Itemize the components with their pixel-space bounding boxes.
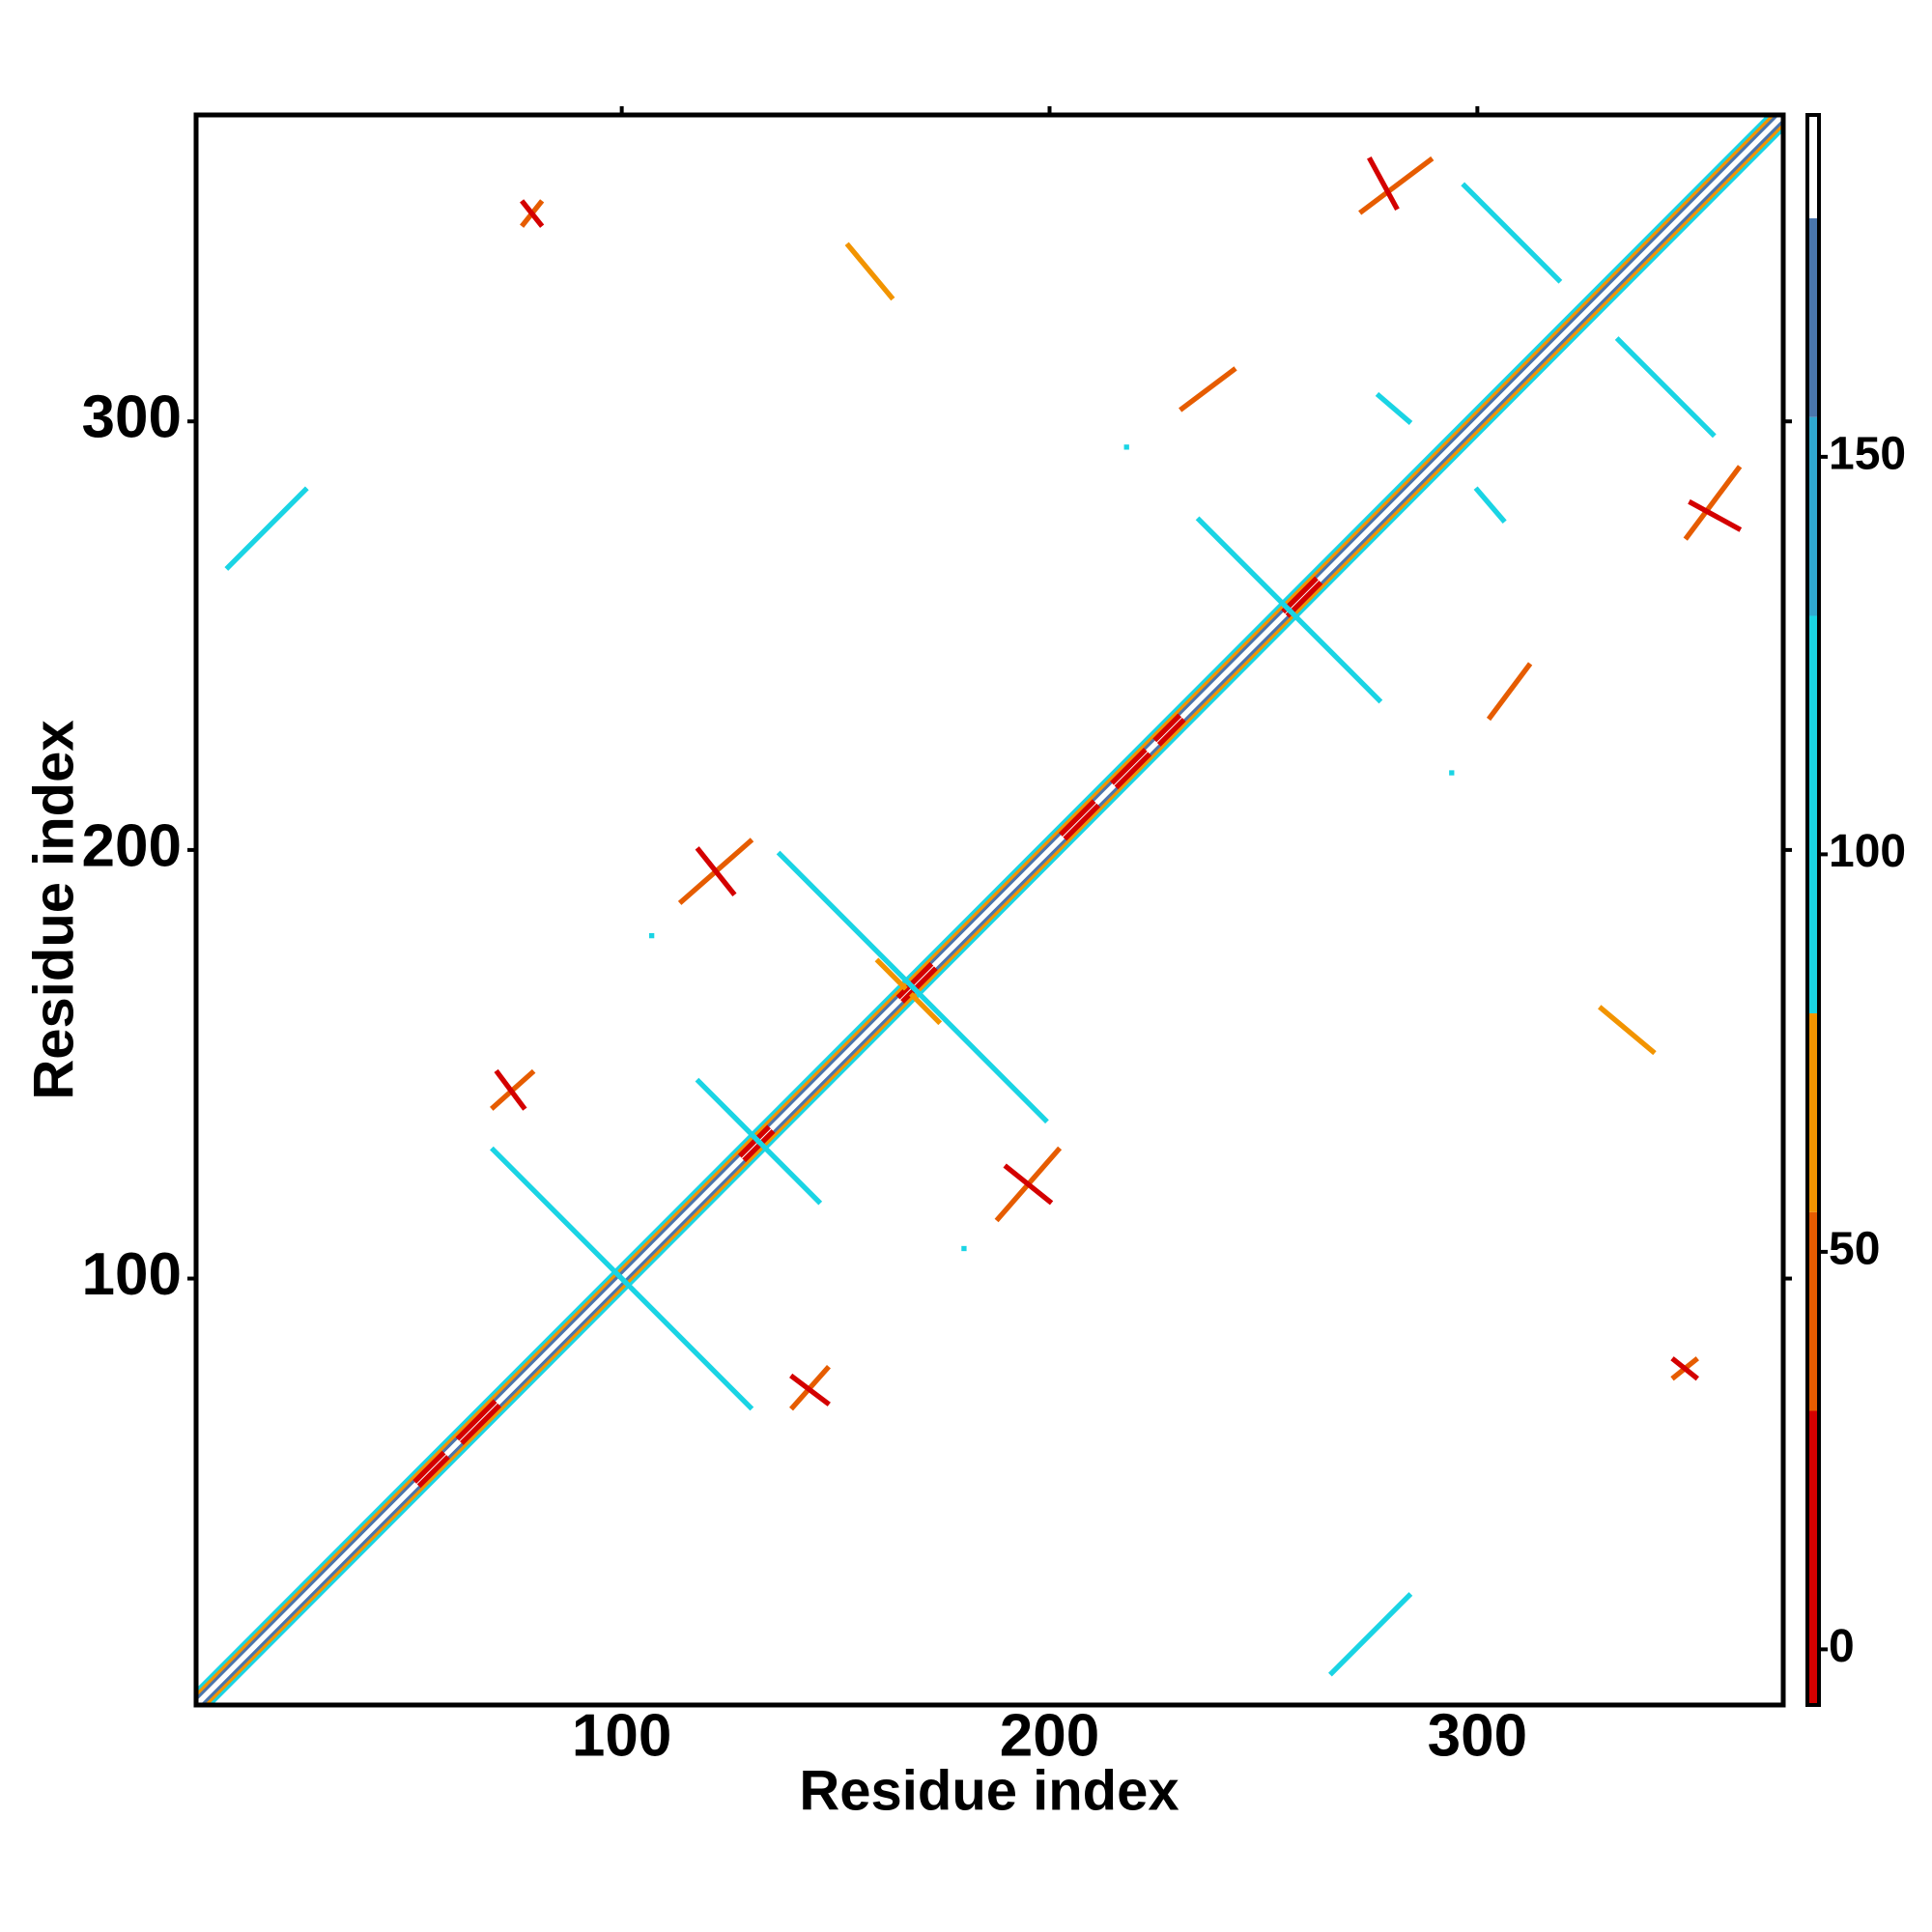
colorbar-bin [1807,115,1819,218]
colorbar-tick-label: 100 [1829,826,1906,877]
colorbar-tick-label: 0 [1829,1621,1855,1672]
contact-segment [1281,576,1319,614]
contact-segment-mirror [617,1274,754,1411]
contact-segment-mirror [1114,752,1152,790]
colorbar-bin [1807,416,1819,616]
contact-segment [224,486,309,571]
contact-segment-mirror [196,115,1783,1705]
heatmap [196,115,1783,1705]
contact-segment-mirror [1328,1592,1413,1677]
x-axis-title: Residue index [799,1759,1179,1822]
contact-segment [695,1077,763,1146]
contact-segment-mirror [1003,1163,1054,1206]
contact-segment-mirror [1614,336,1717,439]
contact-segment-mirror [742,1128,776,1163]
contact-segment [520,199,545,228]
contact-segment [1152,713,1182,743]
contact-segment-mirror [1473,486,1507,525]
contact-segment [1461,182,1563,284]
y-tick-label: 200 [82,812,182,879]
x-tick-label: 300 [1428,1702,1527,1769]
contact-segment-mirror [754,1137,823,1206]
contact-segment [196,115,1773,1694]
contact-segment-mirror [203,122,1783,1705]
contact-segment-mirror [460,1403,501,1445]
x-tick-label: 100 [572,1702,671,1769]
contact-segment [1110,748,1148,785]
contact-segment-mirror [1670,1356,1699,1381]
contact-segment [1059,799,1096,837]
colorbar-tick-label: 150 [1829,429,1906,480]
contact-segment [494,1068,527,1111]
colorbar-bin [1807,1211,1819,1411]
contact-segment-mirror [909,983,1049,1124]
contact-segment [1367,156,1400,211]
contact-segment [455,1399,497,1441]
colorbar-frame [1805,113,1821,1707]
contact-segment-mirror [1688,498,1743,532]
y-tick-label: 100 [82,1241,182,1308]
colorbar-bin [1807,1410,1819,1705]
contact-segment-mirror [1156,718,1186,747]
contact-segment [1358,156,1435,215]
contact-segment [1179,366,1237,412]
contact-segment [844,242,895,301]
contact-segment [895,961,934,1000]
y-axis-title: Residue index [22,720,85,1099]
contact-segment [1195,516,1293,614]
contact-segment-mirror [900,966,938,1004]
contact-segment-mirror [1598,1005,1657,1056]
contact-segment [412,1450,446,1484]
colorbar-bin [1807,1012,1819,1212]
contact-segment-mirror [1063,803,1100,841]
colorbar-tick-label: 50 [1829,1224,1880,1275]
colorbar-bin [1807,217,1819,417]
contact-segment-mirror [1486,662,1533,722]
y-tick-label: 300 [82,384,182,451]
colorbar-bin [1807,615,1819,1013]
contact-segment [490,1146,626,1283]
contact-segment-mirror [207,126,1783,1705]
contact-segment-mirror [1285,606,1383,704]
contact-segment [196,115,1776,1698]
contact-segment-mirror [1285,581,1323,618]
contact-segment [776,850,917,991]
contact-segment [1375,391,1413,425]
plot-frame [193,112,1786,1708]
contact-segment-mirror [416,1455,450,1489]
contact-segment-mirror [1683,465,1743,541]
contact-segment [737,1124,771,1158]
contact-segment [695,846,737,896]
contact-segment-mirror [789,1373,831,1406]
contact-segment [874,957,908,991]
x-tick-label: 200 [1000,1702,1099,1769]
contact-segment-mirror [909,991,943,1026]
